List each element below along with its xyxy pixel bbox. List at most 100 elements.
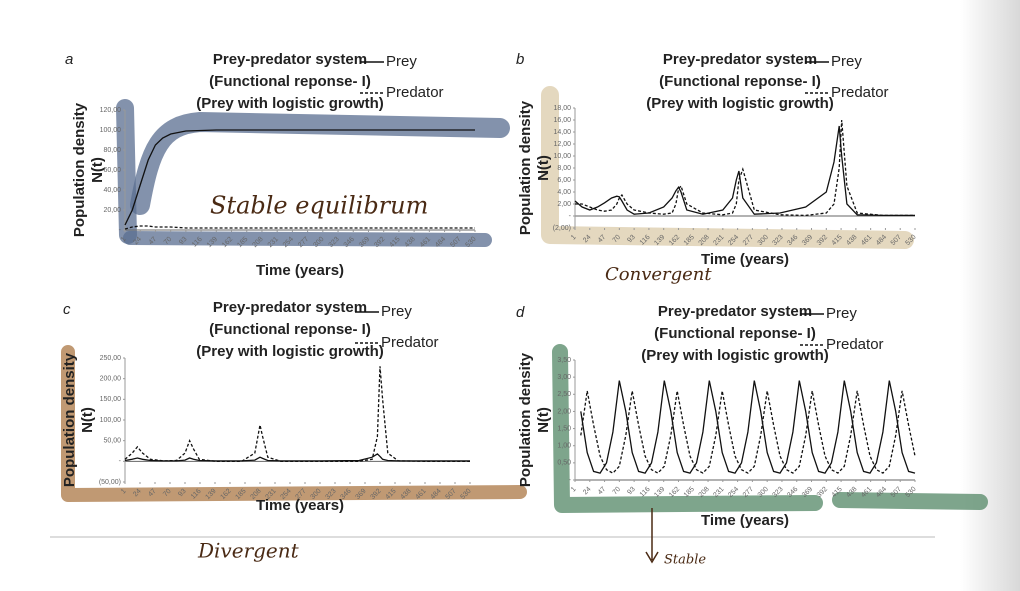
x-tick-label: 70 xyxy=(162,488,173,499)
y-tick-label: 40,00 xyxy=(103,187,121,194)
chart-title: (Prey with logistic growth) xyxy=(641,347,829,364)
x-tick-label: 47 xyxy=(597,486,608,497)
x-tick-label: 70 xyxy=(163,236,174,247)
y-tick-label: 6,00 xyxy=(557,177,571,184)
y-tick-label: 1,50 xyxy=(557,425,571,432)
y-axis-label-line: Population density xyxy=(71,102,88,237)
y-axis-label: Population density N(t) xyxy=(71,102,106,237)
series-line xyxy=(575,119,915,217)
chart-title: Prey-predator system xyxy=(658,303,812,320)
x-axis-label: Time (years) xyxy=(701,512,789,529)
y-axis-label-line: Population density xyxy=(517,352,534,487)
x-tick-label: 93 xyxy=(177,488,188,499)
y-axis-label-line: N(t) xyxy=(79,407,96,433)
x-tick-label: 47 xyxy=(147,488,158,499)
series-line xyxy=(124,225,475,230)
x-tick-label: 93 xyxy=(626,234,637,245)
y-axis-label-line: N(t) xyxy=(89,157,106,183)
y-tick-label: 18,00 xyxy=(553,105,571,112)
y-tick-label: 200,00 xyxy=(100,376,122,383)
y-axis-label: Population density N(t) xyxy=(61,352,96,487)
x-tick-label: 47 xyxy=(148,236,159,247)
y-tick-label: 8,00 xyxy=(557,165,571,172)
chart-title: (Functional reponse- I) xyxy=(209,321,371,338)
y-tick-label: 2,00 xyxy=(557,408,571,415)
y-tick-label: 2,50 xyxy=(557,391,571,398)
x-axis-label: Time (years) xyxy=(701,251,789,268)
panel-letter: d xyxy=(516,304,525,321)
x-tick-label: 47 xyxy=(597,234,608,245)
series-line xyxy=(574,125,915,217)
y-tick-label: 1,00 xyxy=(557,443,571,450)
y-tick-label: 10,00 xyxy=(553,153,571,160)
panel-letter: b xyxy=(516,51,524,68)
charts: a Prey-predator system (Functional reponse… xyxy=(61,51,918,568)
x-axis-label: Time (years) xyxy=(256,497,344,514)
highlights xyxy=(61,86,988,513)
y-axis-label: Population density N(t) xyxy=(517,352,552,487)
y-tick-label: 80,00 xyxy=(103,147,121,154)
chart-title: (Prey with logistic growth) xyxy=(196,343,384,360)
y-tick-label: 250,00 xyxy=(100,355,122,362)
y-tick-label: 0,50 xyxy=(557,460,571,467)
y-tick-label: 3,50 xyxy=(557,357,571,364)
y-tick-label: - xyxy=(569,213,572,220)
y-tick-label: (2,00) xyxy=(553,225,571,232)
y-axis-label-line: N(t) xyxy=(535,155,552,181)
legend-label: Prey xyxy=(386,53,417,70)
series-line xyxy=(124,129,475,226)
x-axis-label: Time (years) xyxy=(256,262,344,279)
x-tick-label: 24 xyxy=(132,236,143,247)
y-tick-label: (50,00) xyxy=(99,479,121,486)
chart-title: (Functional reponse- I) xyxy=(659,73,821,90)
x-tick-label: 392 xyxy=(816,486,829,499)
x-tick-label: 24 xyxy=(582,234,593,245)
x-tick-label: 24 xyxy=(582,486,593,497)
chart-title: (Prey with logistic growth) xyxy=(646,95,834,112)
legend-label: Predator xyxy=(826,336,884,353)
y-tick-label: 120,00 xyxy=(100,107,122,114)
y-tick-label: 150,00 xyxy=(100,396,122,403)
handwritten-note: Stable xyxy=(664,553,706,568)
chart-title: Prey-predator system xyxy=(213,51,367,68)
x-tick-label: 24 xyxy=(132,488,143,499)
y-tick-label: 3,00 xyxy=(557,374,571,381)
legend-label: Predator xyxy=(831,84,889,101)
series-line xyxy=(124,366,470,462)
legend-label: Predator xyxy=(381,334,439,351)
y-tick-label: 4,00 xyxy=(557,189,571,196)
handwritten-note: Divergent xyxy=(197,539,300,563)
y-axis-label-line: Population density xyxy=(61,352,78,487)
x-tick-label: 70 xyxy=(612,486,623,497)
y-tick-label: 12,00 xyxy=(553,141,571,148)
y-axis-label-line: N(t) xyxy=(535,407,552,433)
x-tick-label: 1 xyxy=(120,488,128,496)
chart-title: (Functional reponse- I) xyxy=(209,73,371,90)
y-axis-label: Population density N(t) xyxy=(517,100,552,235)
legend-label: Prey xyxy=(826,305,857,322)
panel-letter: c xyxy=(63,301,71,318)
chart-title: (Functional reponse- I) xyxy=(654,325,816,342)
panel-letter: a xyxy=(65,51,73,68)
legend-label: Predator xyxy=(386,84,444,101)
y-tick-label: 14,00 xyxy=(553,129,571,136)
chart-title: Prey-predator system xyxy=(663,51,817,68)
y-tick-label: 50,00 xyxy=(103,438,121,445)
x-tick-label: 93 xyxy=(626,486,637,497)
chart-title: Prey-predator system xyxy=(213,299,367,316)
x-tick-label: 1 xyxy=(570,234,578,242)
page-edge xyxy=(960,0,1020,591)
x-tick-label: 1 xyxy=(120,236,128,244)
series-line xyxy=(580,380,916,474)
x-tick-label: 93 xyxy=(178,236,189,247)
y-tick-label: - xyxy=(569,477,572,484)
handwritten-note: Convergent xyxy=(605,264,712,285)
legend-label: Prey xyxy=(831,53,862,70)
series-line xyxy=(580,390,916,474)
y-tick-label: 2,00 xyxy=(557,201,571,208)
y-tick-label: 100,00 xyxy=(100,417,122,424)
y-tick-label: 100,00 xyxy=(100,127,122,134)
y-tick-label: 20,00 xyxy=(103,207,121,214)
y-tick-label: 60,00 xyxy=(103,167,121,174)
